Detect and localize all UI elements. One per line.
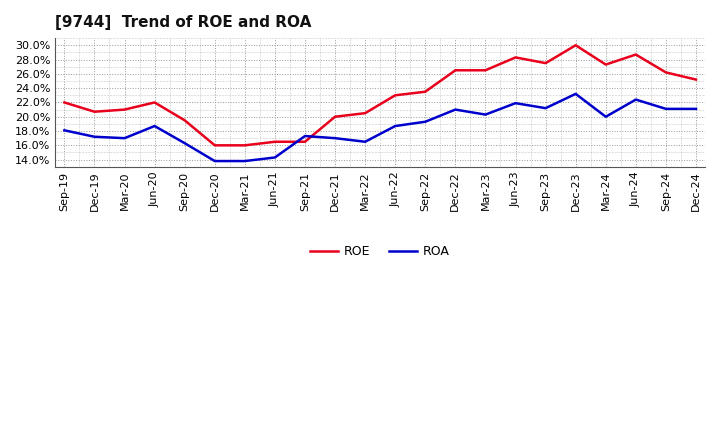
ROE	[511, 55, 520, 60]
ROA	[301, 133, 310, 139]
ROA	[631, 97, 640, 102]
Text: [9744]  Trend of ROE and ROA: [9744] Trend of ROE and ROA	[55, 15, 312, 30]
ROA	[692, 106, 701, 111]
Line: ROA: ROA	[64, 94, 696, 161]
Line: ROE: ROE	[64, 45, 696, 145]
ROA	[60, 128, 68, 133]
ROA	[601, 114, 610, 119]
ROE	[330, 114, 339, 119]
ROE	[150, 100, 159, 105]
ROE	[451, 68, 459, 73]
ROA	[210, 158, 219, 164]
ROE	[90, 109, 99, 114]
ROA	[421, 119, 430, 125]
ROA	[391, 123, 400, 128]
ROE	[631, 52, 640, 57]
ROA	[451, 107, 459, 112]
ROE	[240, 143, 249, 148]
ROA	[481, 112, 490, 117]
ROA	[120, 136, 129, 141]
ROA	[662, 106, 670, 111]
ROE	[361, 110, 369, 116]
ROE	[271, 139, 279, 144]
ROA	[511, 100, 520, 106]
ROE	[541, 60, 550, 66]
ROA	[90, 134, 99, 139]
ROE	[60, 100, 68, 105]
ROA	[181, 140, 189, 146]
ROA	[541, 106, 550, 111]
ROE	[481, 68, 490, 73]
ROA	[150, 123, 159, 128]
ROE	[301, 139, 310, 144]
ROE	[601, 62, 610, 67]
ROE	[391, 93, 400, 98]
ROA	[271, 155, 279, 160]
ROA	[330, 136, 339, 141]
ROE	[210, 143, 219, 148]
ROE	[662, 70, 670, 75]
ROE	[692, 77, 701, 82]
ROA	[572, 91, 580, 96]
ROE	[421, 89, 430, 94]
ROE	[572, 43, 580, 48]
ROE	[181, 117, 189, 123]
ROA	[240, 158, 249, 164]
Legend: ROE, ROA: ROE, ROA	[305, 240, 455, 263]
ROE	[120, 107, 129, 112]
ROA	[361, 139, 369, 144]
